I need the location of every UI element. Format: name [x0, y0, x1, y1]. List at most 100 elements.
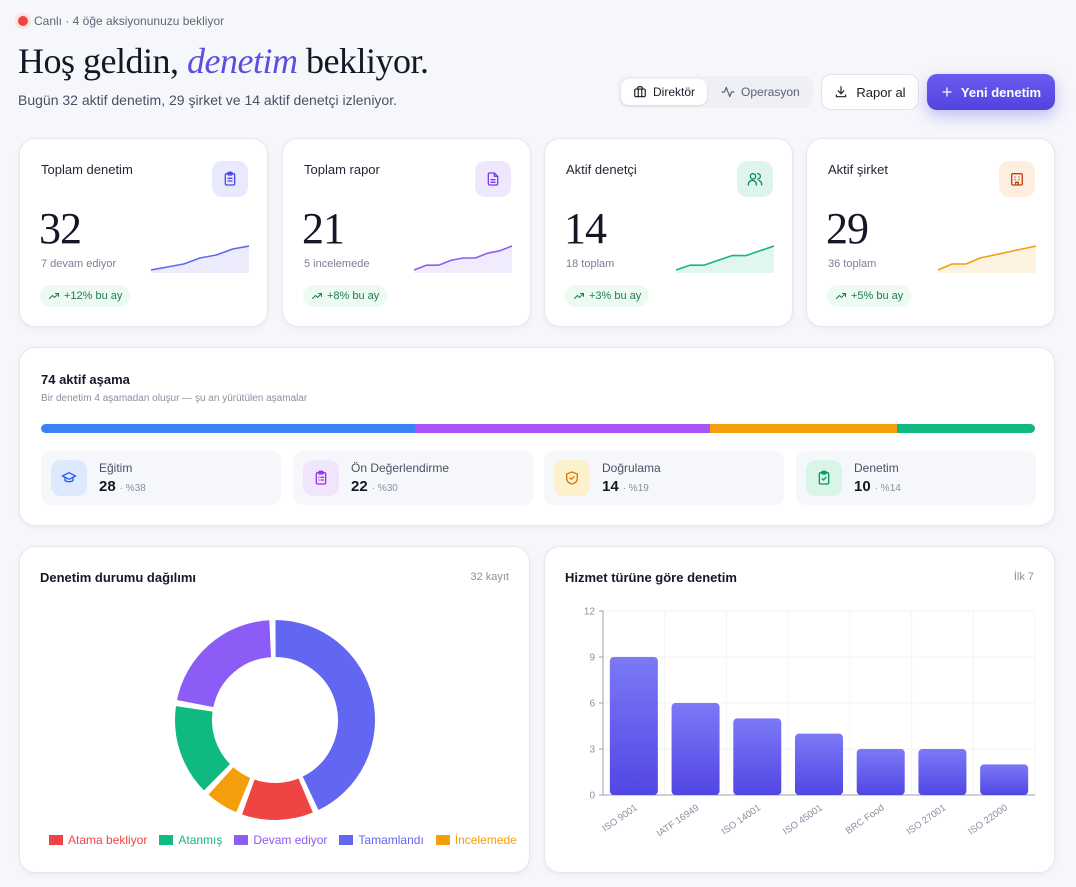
kpi-card-reports[interactable]: Toplam rapor 21 5 incelemede +8% bu ay	[282, 138, 531, 327]
stage-item-audit[interactable]: Denetim 10 · %14	[796, 451, 1036, 505]
legend-swatch	[159, 835, 174, 845]
sparkline-area	[676, 246, 774, 273]
new-audit-button[interactable]: Yeni denetim	[927, 74, 1055, 110]
legend-item[interactable]: İncelemede	[435, 833, 517, 847]
legend-label: İncelemede	[454, 833, 517, 847]
bar[interactable]	[671, 703, 720, 795]
kpi-card-companies[interactable]: Aktif şirket 29 36 toplam +5% bu ay	[806, 138, 1055, 327]
users-icon	[737, 161, 773, 197]
live-dot-icon	[18, 16, 28, 26]
building-icon	[999, 161, 1035, 197]
stage-count: 14 · %19	[602, 478, 649, 495]
clipboard-list-icon	[303, 460, 339, 496]
stage-percent: · %38	[119, 483, 146, 494]
legend-label: Atanmış	[178, 833, 223, 847]
legend-item[interactable]: Atama bekliyor	[49, 833, 147, 847]
kpi-sparkline	[151, 245, 249, 273]
legend-swatch	[435, 835, 450, 845]
kpi-card-auditors[interactable]: Aktif denetçi 14 18 toplam +3% bu ay	[544, 138, 793, 327]
page-subtitle: Bugün 32 aktif denetim, 29 şirket ve 14 …	[18, 92, 397, 108]
view-operations-label: Operasyon	[741, 85, 800, 99]
stage-name: Denetim	[854, 461, 899, 475]
sparkline-line	[151, 245, 249, 271]
bar[interactable]	[980, 764, 1029, 795]
kpi-trend-badge: +3% bu ay	[565, 285, 650, 307]
legend-swatch	[49, 835, 63, 845]
panel-title: Denetim durumu dağılımı	[40, 570, 197, 585]
clipboard-check-icon	[806, 460, 842, 496]
y-tick-label: 9	[589, 653, 595, 664]
kpi-sparkline	[414, 245, 512, 273]
x-tick-label: ISO 45001	[781, 802, 825, 837]
bar[interactable]	[795, 733, 843, 795]
stage-item-training[interactable]: Eğitim 28 · %38	[41, 451, 281, 505]
bar[interactable]	[856, 749, 905, 795]
trend-up-icon	[836, 293, 846, 299]
view-operations-button[interactable]: Operasyon	[709, 79, 812, 105]
legend-label: Atama bekliyor	[68, 833, 148, 847]
stage-item-pre-assessment[interactable]: Ön Değerlendirme 22 · %30	[293, 451, 533, 505]
stage-percent: · %19	[622, 483, 649, 494]
plus-icon	[942, 87, 952, 97]
new-audit-button-label: Yeni denetim	[960, 84, 1042, 100]
stage-count-value: 14	[602, 478, 619, 495]
stage-item-verification[interactable]: Doğrulama 14 · %19	[544, 451, 784, 505]
stage-count: 28 · %38	[99, 478, 146, 495]
kpi-label: Toplam denetim	[41, 162, 133, 177]
sparkline-area	[151, 246, 249, 273]
status-donut-chart	[173, 618, 377, 822]
bar[interactable]	[609, 657, 658, 795]
x-tick-label: ISO 9001	[600, 802, 639, 834]
download-icon	[836, 86, 847, 98]
kpi-label: Aktif denetçi	[566, 162, 637, 177]
sparkline-line	[676, 245, 774, 271]
x-tick-label: BRC Food	[844, 802, 887, 836]
legend-label: Devam ediyor	[253, 833, 328, 847]
stages-progress-bar	[41, 424, 1035, 433]
view-director-label: Direktör	[653, 85, 696, 99]
trend-up-icon	[574, 293, 584, 299]
view-director-button[interactable]: Direktör	[621, 79, 708, 105]
chart-legend: Atama bekliyor Atanmış Devam ediyor Tamamla…	[49, 833, 517, 847]
kpi-trend-text: +3% bu ay	[589, 290, 642, 302]
panel-meta: İlk 7	[1013, 571, 1034, 583]
legend-item[interactable]: Tamamlandı	[339, 833, 424, 847]
donut-slice[interactable]	[174, 618, 274, 710]
activity-icon	[721, 86, 735, 98]
donut-slice[interactable]	[239, 775, 316, 822]
kpi-trend-text: +12% bu ay	[64, 290, 123, 302]
kpi-trend-badge: +12% bu ay	[40, 285, 131, 307]
kpi-value: 29	[826, 204, 869, 253]
donut-slice[interactable]	[273, 618, 377, 813]
sparkline-area	[414, 246, 512, 273]
donut-slice[interactable]	[205, 764, 253, 815]
title-emphasis: denetim	[187, 41, 298, 81]
legend-swatch	[339, 835, 354, 845]
bar[interactable]	[918, 749, 967, 795]
legend-item[interactable]: Atanmış	[159, 833, 222, 847]
kpi-label: Aktif şirket	[828, 162, 888, 177]
stage-count-value: 10	[854, 478, 871, 495]
stage-bar-segment	[710, 424, 898, 433]
sparkline-area	[938, 246, 1036, 273]
live-status: Canlı · 4 öğe aksiyonunuzu bekliyor	[18, 14, 224, 28]
kpi-sparkline	[676, 245, 774, 273]
stages-title: 74 aktif aşama	[41, 372, 130, 387]
service-bar-chart: 0 3 6 9 12 ISO 9001 IATF 16949 ISO 14001 ISO 450…	[584, 607, 1036, 840]
bar[interactable]	[733, 718, 782, 795]
stage-name: Doğrulama	[602, 461, 661, 475]
y-tick-label: 12	[584, 607, 596, 618]
legend-item[interactable]: Devam ediyor	[234, 833, 327, 847]
report-button-label: Rapor al	[856, 84, 906, 100]
report-button[interactable]: Rapor al	[821, 74, 919, 110]
panel-meta: 32 kayıt	[470, 571, 509, 583]
legend-label: Tamamlandı	[358, 833, 424, 847]
donut-slice[interactable]	[173, 703, 233, 794]
x-tick-label: ISO 27001	[905, 802, 949, 837]
legend-swatch	[234, 835, 249, 845]
briefcase-icon	[634, 86, 646, 98]
y-tick-label: 6	[589, 699, 595, 710]
stage-count: 22 · %30	[351, 478, 398, 495]
kpi-card-audits[interactable]: Toplam denetim 32 7 devam ediyor +12% bu…	[19, 138, 268, 327]
panel-title: Hizmet türüne göre denetim	[565, 570, 737, 585]
